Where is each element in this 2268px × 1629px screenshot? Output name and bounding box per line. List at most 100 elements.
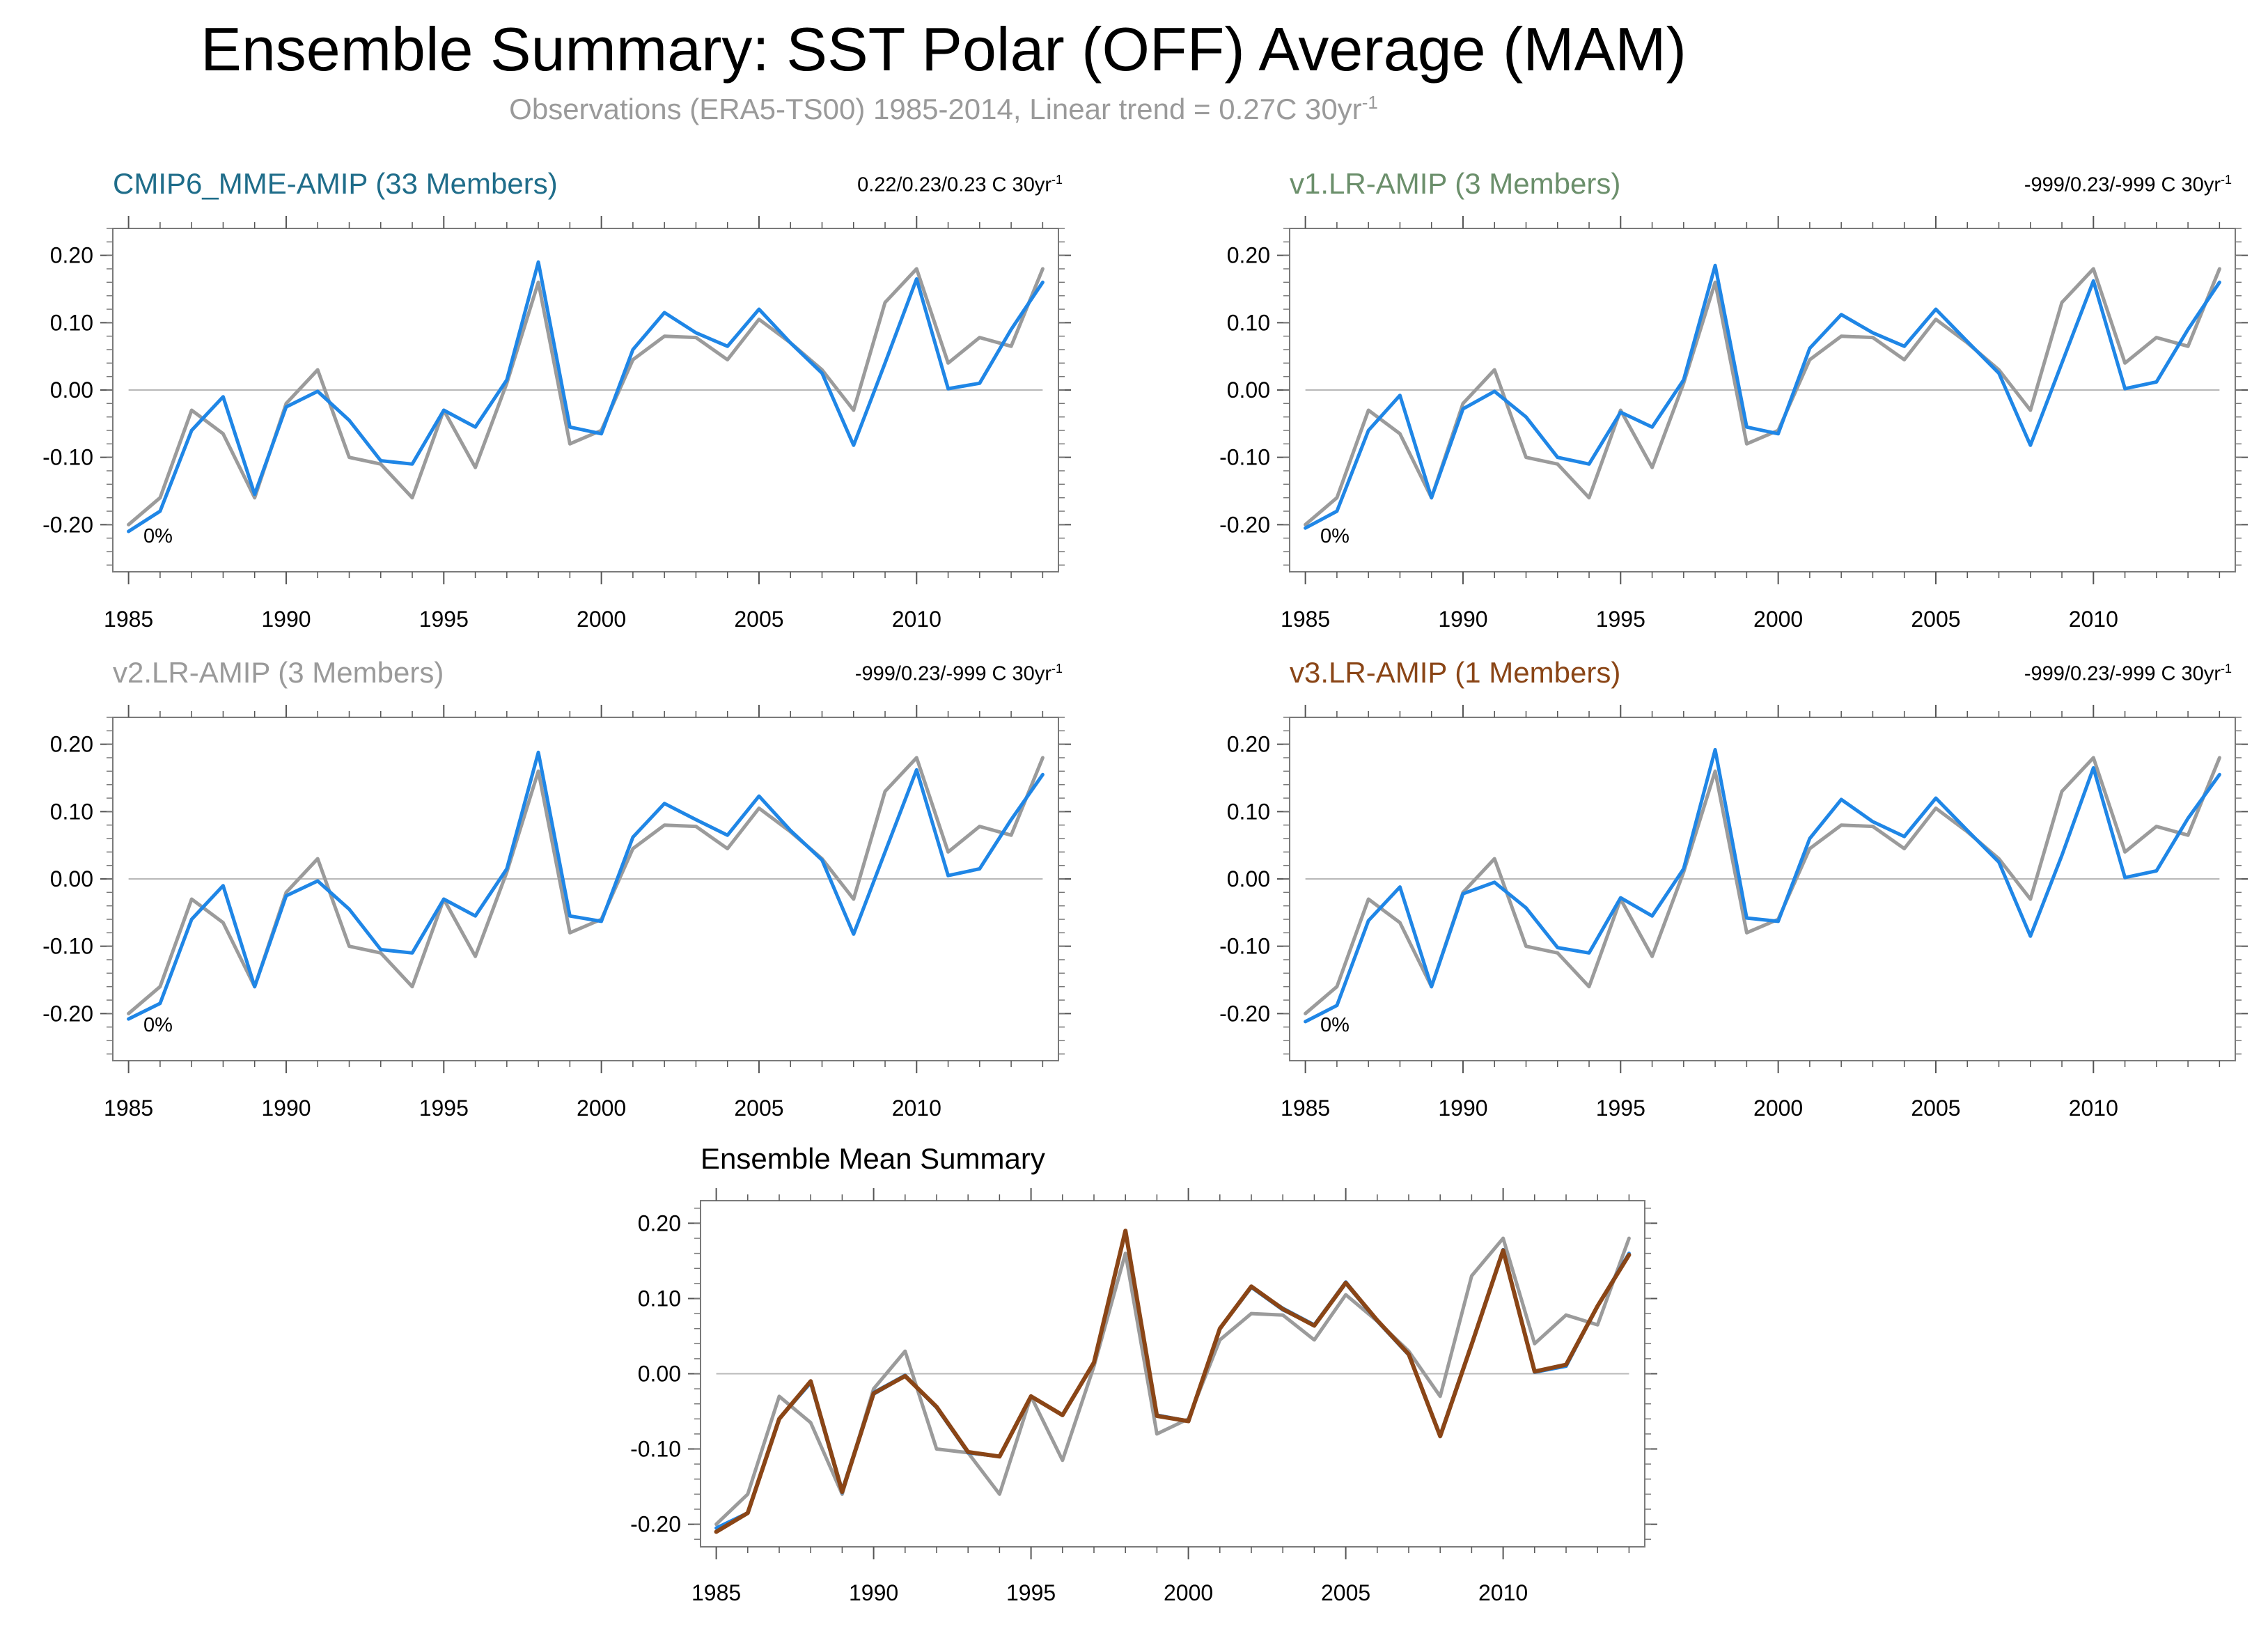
series-line-model-2 (714, 1229, 1631, 1534)
panel-trend: -999/0.23/-999 C 30yr-1 (2024, 173, 2232, 197)
x-tick-label: 2005 (1321, 1580, 1370, 1605)
panel-title: Ensemble Mean Summary (701, 1142, 1045, 1175)
percent-label: 0% (1320, 525, 1350, 547)
x-tick-label: 2000 (1164, 1580, 1213, 1605)
x-tick-label: 2005 (734, 607, 783, 632)
series-line-model-1 (127, 260, 1045, 533)
plot-frame (1289, 717, 2236, 1061)
x-tick-label: 1985 (691, 1580, 741, 1605)
x-tick-label: 1995 (419, 607, 469, 632)
x-tick-label: 2010 (2069, 607, 2118, 632)
x-tick-label: 1995 (1596, 1096, 1645, 1121)
series-line-model-1 (1304, 263, 2221, 530)
series-line-model-1 (1304, 747, 2221, 1024)
trend-text: -999/0.23/-999 C 30yr (854, 662, 1051, 685)
x-tick-label: 2000 (577, 1096, 626, 1121)
y-tick-label: 0.00 (638, 1362, 681, 1387)
panel-title: CMIP6_MME-AMIP (33 Members) (113, 167, 558, 200)
y-tick-label: -0.10 (42, 445, 93, 470)
line-chart: 0.20 0.10 0.00 -0.10 -0.20 1985 1990 1995 2000 20… (42, 705, 1071, 1121)
x-tick-label: 1990 (1438, 1096, 1487, 1121)
y-tick-label: 0.10 (1227, 310, 1270, 335)
panel-v1-lr-amip: v1.LR-AMIP (3 Members) -999/0.23/-999 C … (1177, 160, 2268, 641)
y-tick-label: -0.20 (630, 1512, 681, 1537)
panel-trend: -999/0.23/-999 C 30yr-1 (2024, 662, 2232, 686)
y-tick-label: 0.00 (1227, 377, 1270, 403)
subtitle-text: Observations (ERA5-TS00) 1985-2014, Line… (509, 93, 1362, 125)
x-tick-label: 2000 (577, 607, 626, 632)
y-tick-label: -0.10 (1219, 445, 1270, 470)
y-tick-label: 0.20 (50, 732, 93, 757)
y-tick-label: 0.20 (1227, 732, 1270, 757)
y-tick-label: 0.00 (1227, 866, 1270, 891)
x-tick-label: 1985 (104, 607, 153, 632)
series-line-ensemble_mean-3 (714, 1229, 1632, 1534)
percent-label: 0% (143, 1014, 173, 1036)
y-tick-label: -0.10 (42, 934, 93, 959)
y-tick-label: -0.10 (630, 1437, 681, 1462)
trend-exponent: -1 (2220, 173, 2232, 187)
x-tick-label: 1995 (1006, 1580, 1056, 1605)
trend-text: 0.22/0.23/0.23 C 30yr (857, 173, 1051, 196)
panel-title: v3.LR-AMIP (1 Members) (1290, 656, 1621, 689)
y-tick-label: 0.00 (50, 377, 93, 403)
trend-exponent: -1 (1051, 662, 1063, 676)
x-tick-label: 2010 (2069, 1096, 2118, 1121)
plot-frame (1289, 228, 2236, 572)
trend-exponent: -1 (2220, 662, 2232, 676)
x-tick-label: 1990 (261, 607, 311, 632)
x-tick-label: 2010 (892, 607, 941, 632)
x-tick-label: 1985 (1281, 607, 1330, 632)
line-chart: 0.20 0.10 0.00 -0.10 -0.20 1985 1990 1995 2000 20… (1219, 216, 2248, 632)
x-tick-label: 2000 (1753, 1096, 1803, 1121)
line-chart: 0.20 0.10 0.00 -0.10 -0.20 1985 1990 1995 2000 20… (630, 1188, 1657, 1605)
x-tick-label: 2005 (734, 1096, 783, 1121)
panel-v2-lr-amip: v2.LR-AMIP (3 Members) -999/0.23/-999 C … (0, 649, 1142, 1130)
plot-frame (112, 228, 1059, 572)
x-tick-label: 1995 (1596, 607, 1645, 632)
x-tick-label: 2010 (1478, 1580, 1528, 1605)
y-tick-label: -0.20 (1219, 512, 1270, 537)
y-tick-label: -0.20 (1219, 1001, 1270, 1026)
y-tick-label: -0.20 (42, 512, 93, 537)
percent-label: 0% (1320, 1014, 1350, 1036)
percent-label: 0% (143, 525, 173, 547)
x-tick-label: 2010 (892, 1096, 941, 1121)
x-tick-label: 1990 (849, 1580, 898, 1605)
x-tick-label: 1985 (1281, 1096, 1330, 1121)
x-tick-label: 1995 (419, 1096, 469, 1121)
x-tick-label: 2005 (1911, 1096, 1960, 1121)
x-tick-label: 1990 (1438, 607, 1487, 632)
y-tick-label: 0.20 (1227, 243, 1270, 268)
y-tick-label: 0.10 (50, 799, 93, 824)
x-tick-label: 2005 (1911, 607, 1960, 632)
plot-frame (112, 717, 1059, 1061)
line-chart: 0.20 0.10 0.00 -0.10 -0.20 1985 1990 1995 2000 20… (1219, 705, 2248, 1121)
y-tick-label: 0.10 (1227, 799, 1270, 824)
panel-trend: 0.22/0.23/0.23 C 30yr-1 (857, 173, 1063, 197)
series-line-model-1 (714, 1229, 1631, 1530)
trend-exponent: -1 (1051, 173, 1063, 187)
panel-title: v2.LR-AMIP (3 Members) (113, 656, 444, 689)
y-tick-label: 0.20 (50, 243, 93, 268)
y-tick-label: 0.20 (638, 1210, 681, 1236)
panel-ensemble-mean-summary: Ensemble Mean Summary 0.20 0.10 0.00 -0.10 -… (571, 1135, 1685, 1629)
panel-trend: -999/0.23/-999 C 30yr-1 (855, 662, 1063, 686)
x-tick-label: 1990 (261, 1096, 311, 1121)
figure-subtitle: Observations (ERA5-TS00) 1985-2014, Line… (0, 92, 1887, 126)
y-tick-label: -0.20 (42, 1001, 93, 1026)
y-tick-label: 0.00 (50, 866, 93, 891)
y-tick-label: 0.10 (638, 1286, 681, 1311)
panel-cmip6-mme-amip: CMIP6_MME-AMIP (33 Members) 0.22/0.23/0.… (0, 160, 1142, 641)
panel-title: v1.LR-AMIP (3 Members) (1290, 167, 1621, 200)
y-tick-label: 0.10 (50, 310, 93, 335)
trend-text: -999/0.23/-999 C 30yr (2024, 662, 2221, 685)
panel-v3-lr-amip: v3.LR-AMIP (1 Members) -999/0.23/-999 C … (1177, 649, 2268, 1130)
subtitle-unit-exponent: -1 (1361, 92, 1378, 113)
figure-title: Ensemble Summary: SST Polar (OFF) Averag… (201, 15, 1687, 84)
line-chart: 0.20 0.10 0.00 -0.10 -0.20 1985 1990 1995 2000 20… (42, 216, 1071, 632)
x-tick-label: 1985 (104, 1096, 153, 1121)
x-tick-label: 2000 (1753, 607, 1803, 632)
series-line-model-1 (127, 750, 1045, 1021)
y-tick-label: -0.10 (1219, 934, 1270, 959)
